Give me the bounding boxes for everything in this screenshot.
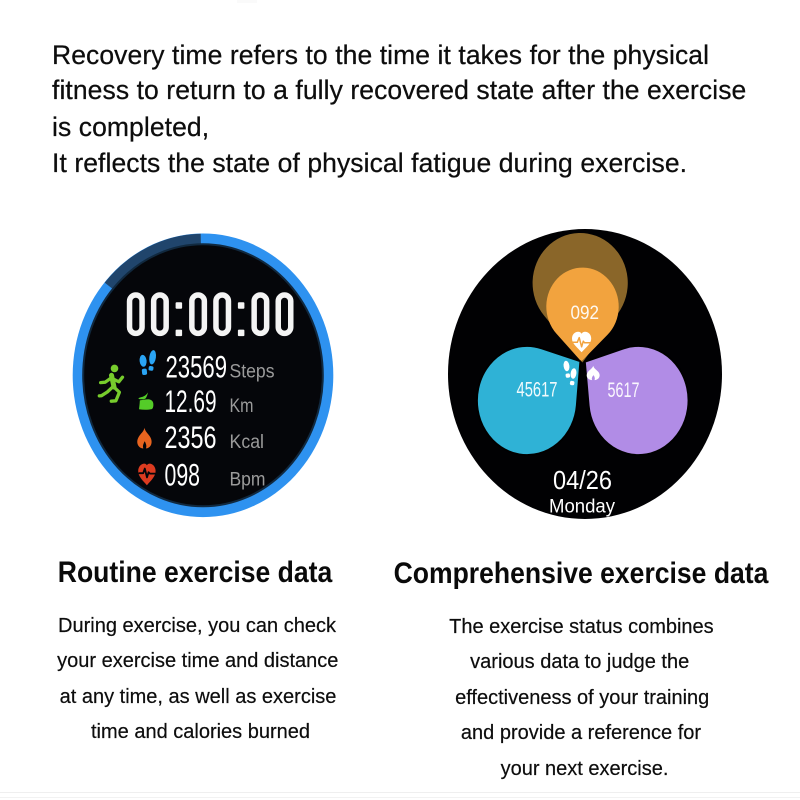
svg-text:23569: 23569 [166,349,228,385]
svg-text:04/26: 04/26 [553,467,612,495]
svg-text:Monday: Monday [549,497,615,518]
svg-text:098: 098 [165,457,201,493]
svg-text:Bpm: Bpm [230,469,266,491]
svg-text:12.69: 12.69 [165,383,217,419]
svg-text:Kcal: Kcal [230,431,265,453]
svg-text:Steps: Steps [230,361,275,383]
svg-text:092: 092 [571,302,600,324]
svg-text:2356: 2356 [165,419,217,455]
svg-text:5617: 5617 [608,379,640,402]
svg-text:Km: Km [230,395,254,417]
svg-text:45617: 45617 [517,379,558,402]
